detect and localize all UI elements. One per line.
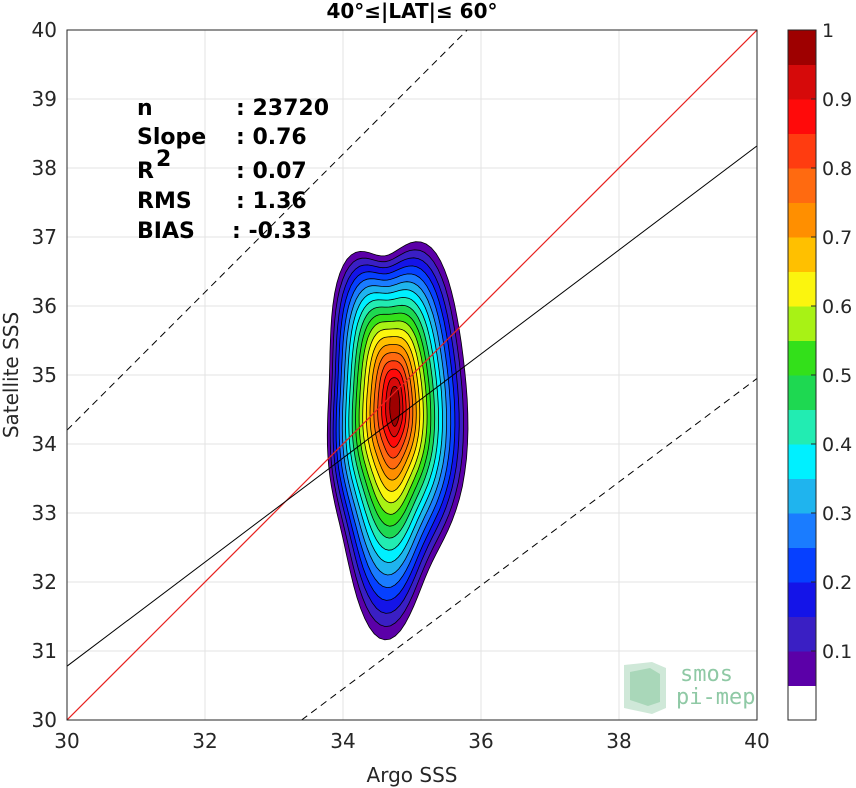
colorbar-band-7 — [788, 444, 816, 479]
colorbar-band-5 — [788, 513, 816, 548]
stat-label-1: Slope — [137, 125, 206, 150]
colorbar-band-11 — [788, 306, 816, 341]
y-tick-label-6: 36 — [32, 294, 57, 318]
y-tick-label-0: 30 — [32, 708, 57, 732]
colorbar-band-18 — [788, 64, 816, 100]
stat-label-4: BIAS — [137, 219, 195, 244]
plot-frame — [66, 29, 758, 721]
x-tick-label-4: 38 — [606, 729, 631, 753]
y-tick-label-5: 35 — [32, 363, 57, 387]
colorbar-band-14 — [788, 202, 816, 238]
colorbar-band-10 — [788, 340, 816, 376]
x-tick-label-2: 34 — [330, 729, 355, 753]
colorbar-band-15 — [788, 168, 816, 203]
y-axis-label: Satellite SSS — [0, 312, 23, 438]
y-tick-label-2: 32 — [32, 570, 57, 594]
x-tick-label-5: 40 — [744, 729, 769, 753]
y-tick-label-10: 40 — [32, 18, 57, 42]
colorbar-tick-label-0: 0.1 — [822, 641, 852, 663]
logo-line1: smos — [680, 662, 733, 687]
stat-label-3: RMS — [137, 189, 192, 214]
regression-fit-line — [67, 145, 757, 667]
colorbar-tick-label-9: 1 — [822, 20, 834, 42]
y-tick-label-8: 38 — [32, 156, 57, 180]
stat-value-4: : -0.33 — [232, 219, 312, 244]
stat-superscript-2: 2 — [156, 147, 171, 172]
stat-value-2: : 0.07 — [236, 159, 307, 184]
smos-pimep-logo: smos pi-mep — [624, 662, 755, 714]
colorbar-tick-label-1: 0.2 — [822, 572, 852, 594]
x-tick-label-3: 36 — [468, 729, 493, 753]
colorbar-tick-label-4: 0.5 — [822, 365, 852, 387]
colorbar-band-6 — [788, 478, 816, 514]
colorbar-band-3 — [788, 582, 816, 617]
colorbar-tick-label-6: 0.7 — [822, 227, 852, 249]
colorbar-band-17 — [788, 99, 816, 134]
x-axis-label: Argo SSS — [367, 763, 458, 787]
colorbar — [787, 29, 817, 721]
colorbar-band-8 — [788, 409, 816, 445]
y-tick-labels: 30 31 32 33 34 35 36 37 38 39 40 — [32, 18, 57, 732]
colorbar-tick-label-7: 0.8 — [822, 158, 852, 180]
colorbar-band-0 — [788, 685, 816, 721]
x-tick-label-1: 32 — [192, 729, 217, 753]
colorbar-tick-label-3: 0.4 — [822, 434, 852, 456]
logo-line2: pi-mep — [676, 685, 755, 710]
density-contour-level-19 — [389, 386, 401, 427]
colorbar-band-9 — [788, 375, 816, 410]
colorbar-band-12 — [788, 271, 816, 307]
x-tick-labels: 30 32 34 36 38 40 — [54, 729, 769, 753]
colorbar-tick-label-5: 0.6 — [822, 296, 852, 318]
lower-bound-dashed-line — [301, 378, 757, 720]
logo-waves-inner-icon — [630, 668, 660, 706]
y-tick-label-9: 39 — [32, 87, 57, 111]
one-to-one-line — [67, 30, 757, 720]
stat-value-0: : 23720 — [236, 96, 329, 121]
stat-value-1: : 0.76 — [236, 125, 307, 150]
colorbar-band-16 — [788, 133, 816, 169]
stat-value-3: : 1.36 — [236, 189, 307, 214]
colorbar-band-13 — [788, 237, 816, 272]
x-tick-label-0: 30 — [54, 729, 79, 753]
y-tick-label-3: 33 — [32, 501, 57, 525]
colorbar-band-19 — [788, 30, 816, 65]
upper-bound-dashed-line — [67, 30, 468, 431]
stat-label-0: n — [137, 96, 153, 121]
y-tick-label-4: 34 — [32, 432, 57, 456]
reference-lines — [67, 30, 757, 720]
colorbar-tick-label-2: 0.3 — [822, 503, 852, 525]
colorbar-tick-labels: 0.1 0.2 0.3 0.4 0.5 0.6 0.7 0.8 0.9 1 — [811, 20, 852, 663]
y-tick-label-7: 37 — [32, 225, 57, 249]
chart-title: 40°≤|LAT|≤ 60° — [326, 0, 497, 23]
colorbar-band-1 — [788, 651, 816, 686]
stat-label-2: R — [137, 159, 154, 184]
y-tick-label-1: 31 — [32, 639, 57, 663]
colorbar-tick-label-8: 0.9 — [822, 89, 852, 111]
colorbar-band-2 — [788, 616, 816, 652]
statistics-box: n : 23720 Slope : 0.76 R 2 : 0.07 RMS : 1.36 BIAS… — [137, 96, 329, 244]
density-contours — [326, 241, 469, 641]
colorbar-band-4 — [788, 547, 816, 583]
